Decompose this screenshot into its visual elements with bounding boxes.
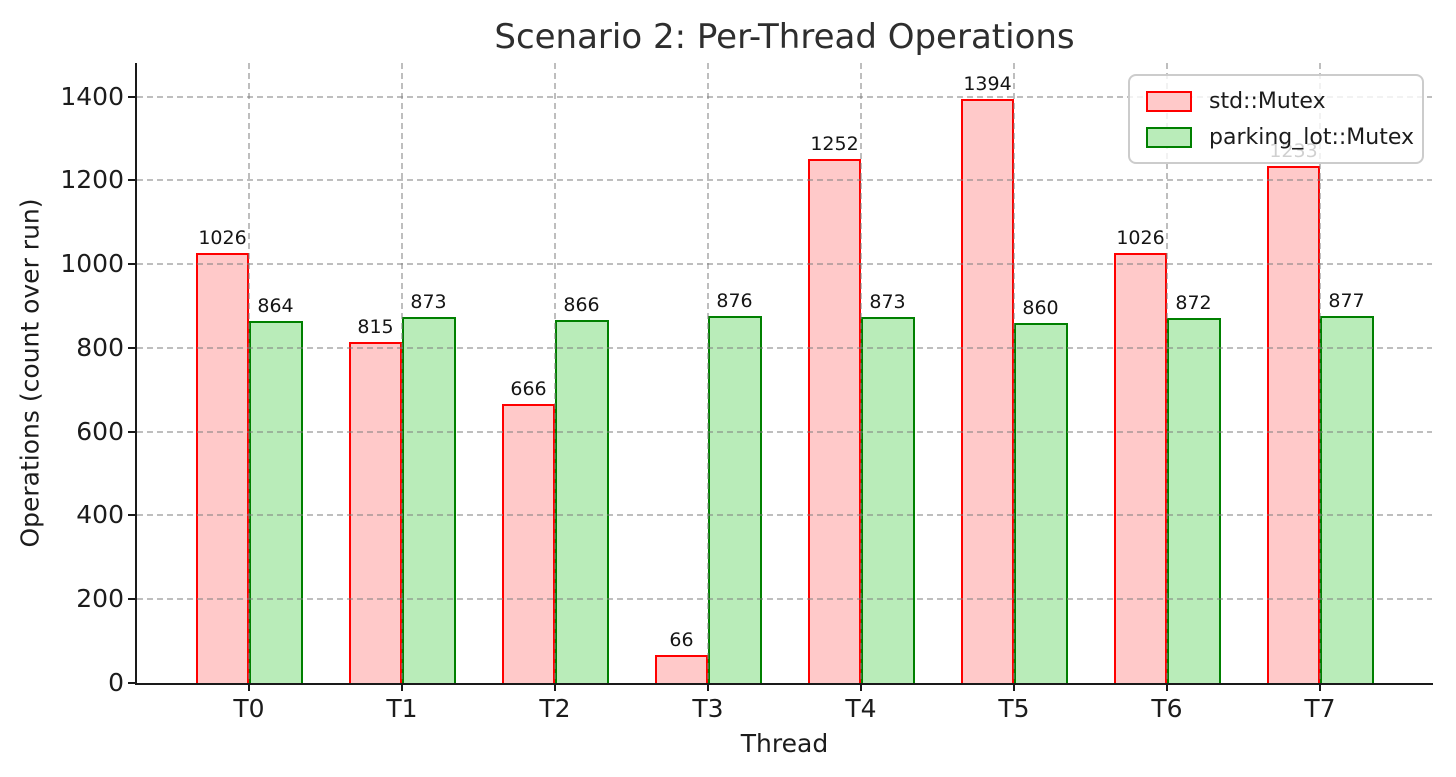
bar-std-mutex-t4 [808, 158, 861, 683]
v-gridline [1013, 63, 1015, 683]
x-tick-mark [1166, 685, 1168, 691]
h-gridline [137, 95, 1432, 98]
bar-value-label-std-mutex-t0: 1026 [198, 227, 247, 250]
y-axis-spine [135, 63, 137, 685]
bar-std-mutex-t7 [1267, 166, 1320, 683]
bar-parking-lot-mutex-t2 [555, 320, 609, 683]
x-tick-label-t1: T1 [386, 694, 418, 723]
v-gridline [554, 63, 556, 683]
bar-value-label-std-mutex-t6: 1026 [1116, 227, 1165, 250]
bar-value-label-std-mutex-t1: 815 [357, 315, 394, 338]
h-gridline [137, 598, 1432, 601]
y-tick-label: 800 [76, 332, 124, 362]
y-tick-label: 400 [76, 500, 124, 530]
bar-std-mutex-t6 [1114, 253, 1167, 683]
legend-swatch-parking-lot-mutex-icon [1146, 126, 1192, 148]
y-tick-mark [128, 95, 135, 98]
legend-item-std-mutex: std::Mutex [1146, 87, 1406, 115]
bar-value-label-parking-lot-mutex-t3: 876 [716, 290, 753, 313]
h-gridline [137, 179, 1432, 182]
x-tick-mark [248, 685, 250, 691]
y-tick-mark [128, 598, 135, 601]
v-gridline [860, 63, 862, 683]
x-tick-mark [1319, 685, 1321, 691]
y-tick-label: 1400 [60, 81, 124, 111]
bar-value-label-parking-lot-mutex-t1: 873 [410, 291, 447, 314]
y-tick-mark [128, 430, 135, 433]
bar-value-label-std-mutex-t3: 66 [669, 629, 694, 652]
x-axis-spine [135, 683, 1433, 685]
bar-parking-lot-mutex-t3 [708, 316, 762, 683]
bar-value-label-std-mutex-t5: 1394 [963, 73, 1012, 96]
y-tick-label: 1200 [60, 165, 124, 195]
x-tick-mark [401, 685, 403, 691]
x-tick-mark [554, 685, 556, 691]
v-gridline [248, 63, 250, 683]
y-tick-label: 600 [76, 416, 124, 446]
v-gridline [1166, 63, 1168, 683]
y-tick-mark [128, 263, 135, 266]
bar-value-label-std-mutex-t2: 666 [510, 378, 547, 400]
x-tick-label-t6: T6 [1151, 694, 1183, 723]
bar-parking-lot-mutex-t7 [1320, 315, 1374, 683]
legend-item-parking-lot-mutex: parking_lot::Mutex [1146, 123, 1414, 151]
bar-value-label-parking-lot-mutex-t2: 866 [563, 294, 600, 317]
y-tick-mark [128, 179, 135, 182]
y-tick-label: 200 [76, 584, 124, 614]
h-gridline [137, 346, 1432, 349]
x-tick-mark [1013, 685, 1015, 691]
x-tick-mark [707, 685, 709, 691]
legend-label-parking-lot-mutex: parking_lot::Mutex [1209, 124, 1414, 150]
chart-title: Scenario 2: Per-Thread Operations [494, 17, 1075, 57]
y-tick-label: 1000 [60, 249, 124, 279]
y-tick-mark [128, 682, 135, 684]
bar-value-label-parking-lot-mutex-t7: 877 [1328, 289, 1365, 312]
x-tick-mark [860, 685, 862, 691]
x-tick-label-t7: T7 [1304, 694, 1336, 723]
x-tick-label-t3: T3 [692, 694, 724, 723]
bar-parking-lot-mutex-t0 [249, 321, 303, 683]
bar-std-mutex-t1 [349, 341, 402, 683]
x-tick-label-t5: T5 [998, 694, 1030, 723]
h-gridline [137, 430, 1432, 433]
v-gridline [707, 63, 709, 683]
bar-value-label-parking-lot-mutex-t4: 873 [869, 291, 906, 314]
bar-std-mutex-t5 [961, 99, 1014, 683]
x-tick-label-t0: T0 [233, 694, 265, 723]
y-tick-mark [128, 514, 135, 517]
bar-parking-lot-mutex-t1 [402, 317, 456, 683]
legend-swatch-std-mutex-icon [1146, 90, 1192, 112]
bar-std-mutex-t3 [655, 655, 708, 683]
bar-value-label-parking-lot-mutex-t0: 864 [257, 295, 294, 318]
bar-parking-lot-mutex-t5 [1014, 322, 1068, 683]
y-tick-mark [128, 346, 135, 349]
bar-std-mutex-t2 [502, 404, 555, 683]
h-gridline [137, 263, 1432, 266]
v-gridline [1319, 63, 1321, 683]
x-tick-label-t4: T4 [845, 694, 877, 723]
y-tick-label: 0 [108, 668, 124, 697]
legend: std::Mutex parking_lot::Mutex [1128, 74, 1424, 164]
bar-value-label-std-mutex-t4: 1252 [810, 132, 859, 155]
x-axis-label: Thread [740, 729, 829, 758]
bar-value-label-parking-lot-mutex-t5: 860 [1022, 296, 1059, 319]
x-tick-label-t2: T2 [539, 694, 571, 723]
bar-std-mutex-t0 [196, 253, 249, 683]
h-gridline [137, 514, 1432, 517]
legend-label-std-mutex: std::Mutex [1209, 88, 1326, 114]
bar-parking-lot-mutex-t6 [1167, 317, 1221, 683]
bar-parking-lot-mutex-t4 [861, 317, 915, 683]
v-gridline [401, 63, 403, 683]
bar-value-label-parking-lot-mutex-t6: 872 [1175, 291, 1212, 314]
